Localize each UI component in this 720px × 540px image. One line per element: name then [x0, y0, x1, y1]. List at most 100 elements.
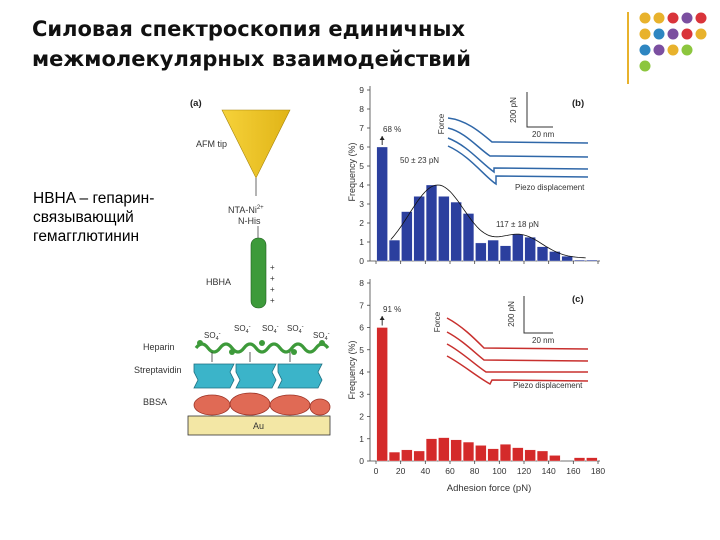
x-tick-label: 180 — [591, 466, 605, 476]
inset-c: Force 200 pN 20 nm Piezo displacement — [433, 296, 589, 390]
histogram-bar — [462, 441, 475, 462]
histogram-bar — [376, 327, 388, 462]
histogram-bar — [401, 449, 413, 462]
y-tick-label: 0 — [359, 256, 364, 266]
inset-c-yscale: 200 pN — [507, 301, 516, 327]
panel-a: (a) AFM tip NTA-Ni2+ N-His HBHA + + + + … — [134, 98, 331, 436]
histogram-bar — [536, 450, 549, 462]
y-tick-label: 1 — [359, 434, 364, 444]
histogram-bar — [524, 449, 536, 462]
y-tick-label: 1 — [359, 237, 364, 247]
inset-b-curve — [447, 127, 589, 158]
decor-vertical-rule — [627, 12, 629, 84]
decor-dot — [653, 28, 665, 40]
heparin-label: Heparin — [143, 342, 175, 352]
histogram-bar — [388, 239, 401, 262]
inset-b-xlabel: Piezo displacement — [515, 183, 585, 192]
y-tick-label: 3 — [359, 199, 364, 209]
first-bin-annotation-c: 91 % — [383, 305, 401, 314]
sulfate-label: SO4- — [287, 324, 304, 335]
bbsa-icon — [193, 392, 331, 416]
histogram-bar — [487, 448, 499, 462]
y-tick-label: 5 — [359, 345, 364, 355]
inset-c-curve — [446, 355, 589, 386]
x-tick-label: 100 — [492, 466, 506, 476]
decor-dot — [681, 12, 693, 24]
histogram-bar — [487, 239, 499, 262]
inset-c-curve — [446, 343, 588, 373]
decor-dot — [653, 44, 665, 56]
y-tick-label: 9 — [359, 85, 364, 95]
sulfate-label: SO4- — [204, 331, 221, 342]
y-tick-label: 4 — [359, 180, 364, 190]
decor-dot — [667, 44, 679, 56]
x-tick-label: 140 — [542, 466, 556, 476]
decor-dot — [681, 44, 693, 56]
au-label: Au — [253, 421, 264, 431]
heparin-bead — [229, 349, 235, 355]
slide-title: Силовая спектроскопия единичных межмолек… — [32, 14, 592, 74]
afm-tip-icon — [221, 109, 291, 179]
histogram-bar — [413, 196, 425, 262]
histogram-bar — [512, 234, 524, 262]
inset-c-curve — [446, 331, 589, 362]
histogram-bar — [450, 201, 462, 262]
y-tick-label: 7 — [359, 300, 364, 310]
y-tick-label: 8 — [359, 278, 364, 288]
histogram-bar — [475, 445, 487, 462]
charge-4: + — [270, 296, 275, 305]
histogram-bar — [573, 457, 586, 462]
histogram-bar — [401, 211, 413, 262]
nta-label: NTA-Ni2+ — [228, 205, 264, 215]
decor-dot — [695, 12, 707, 24]
inset-b-curve — [447, 137, 589, 174]
decor-dot — [639, 12, 651, 24]
sulfate-label: SO4- — [313, 331, 330, 342]
y-axis-label-b: Frequency (%) — [347, 142, 357, 201]
histogram-bar — [586, 259, 598, 262]
histogram-bar — [376, 146, 388, 262]
histogram-c: (c) 91 % Frequency (%) Adhesion force (p… — [347, 278, 605, 494]
decor-dot — [695, 28, 707, 40]
y-tick-label: 2 — [359, 412, 364, 422]
x-tick-label: 20 — [396, 466, 406, 476]
inset-b: Force 200 pN 20 nm Piezo displacement — [437, 92, 589, 192]
histogram-bar — [524, 237, 536, 262]
histogram-bar — [499, 444, 512, 462]
inset-b-scalebar — [526, 92, 553, 128]
histogram-bar — [499, 245, 512, 262]
streptavidin-icon — [193, 363, 323, 389]
slide-title-line-2: межмолекулярных взаимодействий — [32, 47, 471, 71]
decor-dot-grid — [639, 12, 707, 72]
x-tick-label: 0 — [374, 466, 379, 476]
heparin-bead — [197, 340, 203, 346]
x-tick-label: 120 — [517, 466, 531, 476]
hbha-note-line-2: связывающий — [33, 209, 134, 226]
x-axis-label-c: Adhesion force (pN) — [447, 483, 531, 494]
hbha-note-line-3: гемагглютинин — [33, 228, 140, 245]
charge-3: + — [270, 285, 275, 294]
histogram-bar — [536, 246, 549, 262]
hbha-note-line-1: HBHA – гепарин- — [33, 190, 155, 207]
histogram-bar — [388, 451, 401, 462]
heparin-bead — [291, 349, 297, 355]
sulfate-label: SO4- — [262, 324, 279, 335]
inset-c-xscale: 20 nm — [532, 336, 555, 345]
histogram-bar — [438, 196, 450, 262]
first-bin-annotation-b: 68 % — [383, 125, 401, 134]
x-tick-label: 80 — [470, 466, 480, 476]
decor-dot — [639, 44, 651, 56]
charge-2: + — [270, 274, 275, 283]
hbha-note: HBHA – гепарин- связывающий гемагглютини… — [33, 189, 203, 246]
inset-b-ylabel: Force — [437, 113, 446, 134]
y-tick-label: 6 — [359, 142, 364, 152]
x-tick-label: 40 — [421, 466, 431, 476]
decor-dot — [681, 28, 693, 40]
y-tick-label: 2 — [359, 218, 364, 228]
histogram-bar — [425, 438, 438, 462]
decor-dot — [639, 60, 651, 72]
histogram-b: (b) 68 % 50 ± 23 pN 117 ± 18 pN Frequenc… — [347, 85, 600, 266]
y-tick-label: 4 — [359, 367, 364, 377]
heparin-bead — [259, 340, 265, 346]
histogram-bar — [586, 457, 598, 462]
